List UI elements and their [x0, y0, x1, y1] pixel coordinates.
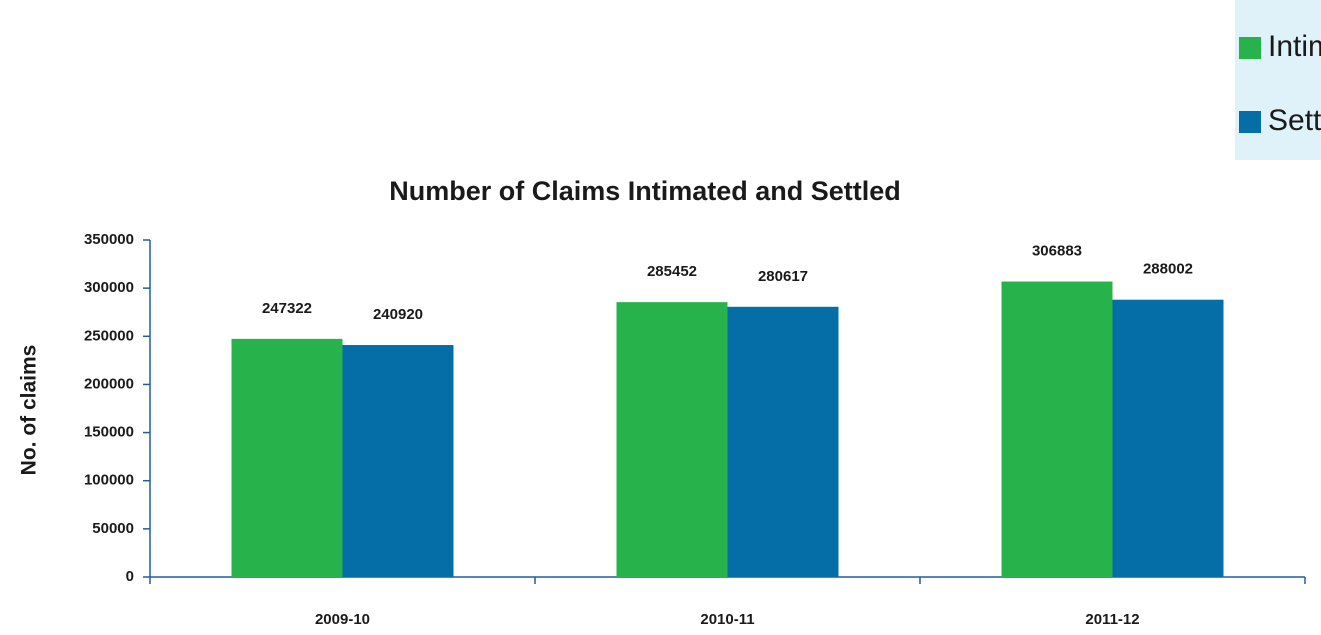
data-label: 306883: [1032, 242, 1082, 259]
bar: [727, 306, 839, 577]
bar: [342, 345, 454, 577]
data-label: 247322: [262, 300, 312, 317]
bar: [616, 302, 728, 577]
y-tick-label: 200000: [84, 375, 134, 392]
legend-swatch: [1239, 111, 1261, 133]
y-tick-label: 250000: [84, 327, 134, 344]
chart-title: Number of Claims Intimated and Settled: [389, 176, 901, 206]
x-tick-label: 2010-11: [700, 611, 754, 628]
legend-label: Intimated: [1268, 30, 1321, 63]
y-tick-label: 150000: [84, 424, 134, 441]
y-tick-label: 350000: [84, 231, 134, 248]
legend-swatch: [1239, 37, 1261, 59]
data-label: 280617: [758, 268, 808, 285]
y-tick-label: 100000: [84, 472, 134, 489]
y-tick-label: 300000: [84, 279, 134, 296]
y-tick-label: 50000: [92, 520, 134, 537]
legend-label: Settled: [1268, 104, 1321, 137]
x-tick-label: 2009-10: [315, 611, 370, 628]
bar: [1001, 281, 1113, 577]
bar: [231, 338, 343, 577]
data-label: 240920: [373, 306, 423, 323]
y-axis-label: No. of claims: [18, 345, 41, 476]
y-tick-label: 0: [126, 568, 134, 585]
legend-box: [1235, 0, 1321, 160]
bar: [1112, 299, 1224, 577]
x-tick-label: 2011-12: [1085, 611, 1139, 628]
data-label: 288002: [1143, 261, 1193, 278]
data-label: 285452: [647, 263, 697, 280]
